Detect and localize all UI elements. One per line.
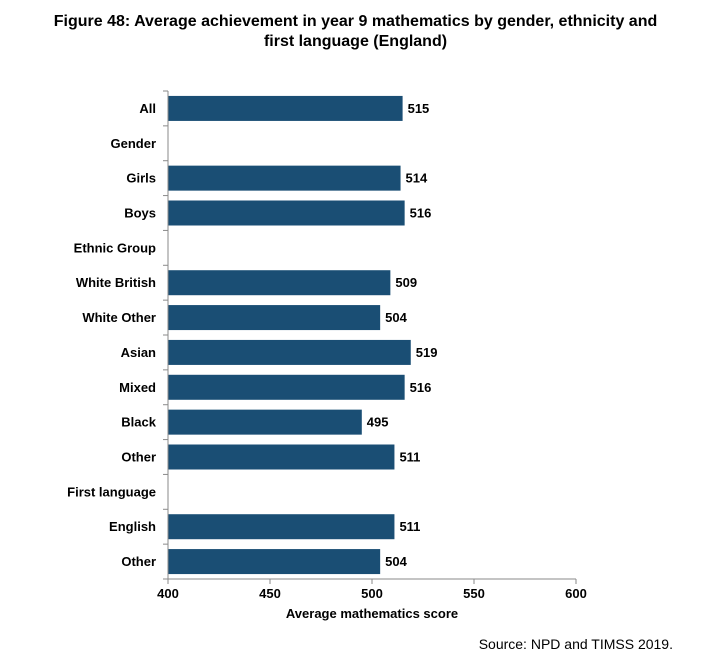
chart-title-line-2: first language (England) <box>263 33 448 50</box>
source-note: Source: NPD and TIMSS 2019. <box>478 636 673 652</box>
category-label: Ethnic Group <box>74 240 156 255</box>
category-label: English <box>109 519 156 534</box>
data-label: 495 <box>367 415 389 430</box>
chart-title: Figure 48: Average achievement in year 9… <box>0 12 711 52</box>
bar <box>168 165 401 191</box>
axis-layer: 400 450 500 550 600 <box>157 90 587 601</box>
category-label: White Other <box>82 310 156 325</box>
data-label: 516 <box>410 380 432 395</box>
bar <box>168 270 391 296</box>
bars-layer: All 515 Gender Girls 514 Boys 516 Ethnic Group W… <box>67 95 438 575</box>
category-label: Boys <box>124 206 156 221</box>
chart-title-line-1: Figure 48: Average achievement in year 9… <box>53 13 658 30</box>
x-tick-label: 550 <box>463 586 485 601</box>
bar <box>168 514 395 540</box>
category-label: Girls <box>126 171 156 186</box>
x-tick-label: 600 <box>565 586 587 601</box>
data-label: 504 <box>385 554 407 569</box>
data-label: 516 <box>410 206 432 221</box>
bar <box>168 305 381 331</box>
data-label: 511 <box>399 450 420 465</box>
category-label: Other <box>121 450 156 465</box>
data-label: 504 <box>385 310 407 325</box>
category-label: Gender <box>110 136 156 151</box>
x-axis-title: Average mathematics score <box>286 606 458 621</box>
bar <box>168 549 381 575</box>
data-label: 514 <box>406 171 428 186</box>
category-label: Other <box>121 554 156 569</box>
category-label: White British <box>76 275 156 290</box>
data-label: 511 <box>399 519 420 534</box>
bar <box>168 374 405 400</box>
x-tick-label: 450 <box>259 586 281 601</box>
category-label: All <box>139 101 156 116</box>
category-label: First language <box>67 484 156 499</box>
bar <box>168 339 411 365</box>
data-label: 519 <box>416 345 438 360</box>
bar <box>168 95 403 121</box>
bar <box>168 200 405 226</box>
x-tick-label: 400 <box>157 586 179 601</box>
bar <box>168 444 395 470</box>
x-tick-label: 500 <box>361 586 383 601</box>
category-label: Black <box>121 415 156 430</box>
category-label: Mixed <box>119 380 156 395</box>
data-label: 509 <box>395 275 417 290</box>
bar <box>168 409 362 435</box>
category-label: Asian <box>121 345 156 360</box>
data-label: 515 <box>408 101 430 116</box>
